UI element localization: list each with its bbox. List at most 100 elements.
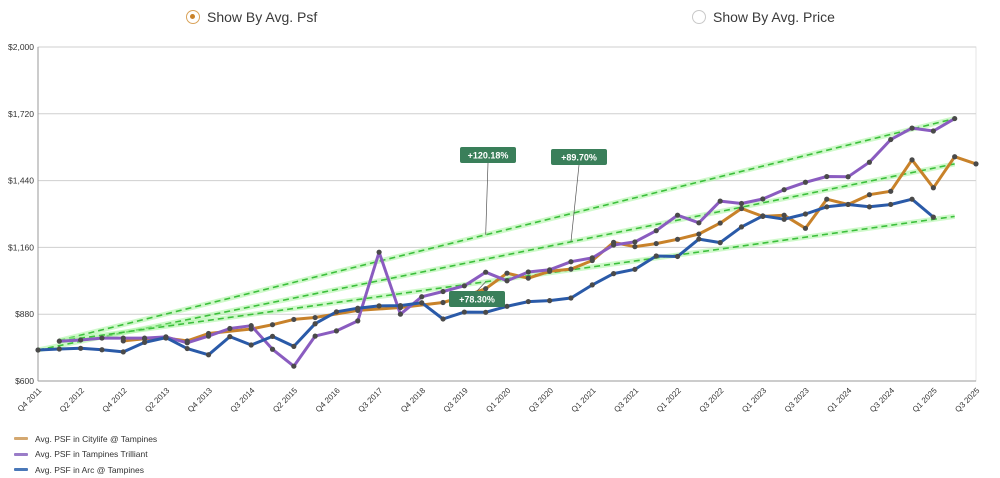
x-tick-label: Q1 2024 xyxy=(825,386,853,414)
x-tick-label: Q3 2017 xyxy=(356,386,384,414)
view-toggle: Show By Avg. Psf Show By Avg. Price xyxy=(0,0,1000,36)
data-point xyxy=(78,337,84,343)
data-point xyxy=(461,283,467,289)
legend-item-arc[interactable]: Avg. PSF in Arc @ Tampines xyxy=(14,462,157,478)
data-point xyxy=(56,346,62,352)
data-point xyxy=(674,212,681,218)
data-point xyxy=(227,334,233,340)
data-point xyxy=(696,236,702,242)
annotation-badge xyxy=(460,147,516,163)
data-point xyxy=(397,311,404,317)
trendline xyxy=(37,163,955,351)
annotation-leader xyxy=(476,281,486,292)
data-point xyxy=(184,345,190,352)
x-tick-label: Q4 2016 xyxy=(314,386,342,414)
data-point xyxy=(525,275,531,281)
annotation-label: +120.18% xyxy=(468,151,509,161)
data-point xyxy=(355,318,361,324)
x-tick-label: Q2 2012 xyxy=(58,386,86,414)
data-point xyxy=(888,201,894,208)
show-by-psf-radio[interactable]: Show By Avg. Psf xyxy=(186,9,317,25)
data-point xyxy=(141,339,148,345)
x-tick-label: Q1 2021 xyxy=(570,386,598,414)
x-tick-label: Q4 2011 xyxy=(16,386,44,414)
data-point xyxy=(568,295,574,301)
legend-swatch-trilliant xyxy=(14,452,28,456)
legend-item-citylife[interactable]: Avg. PSF in Citylife @ Tampines xyxy=(14,431,157,447)
x-tick-label: Q3 2019 xyxy=(442,386,470,414)
data-point xyxy=(952,115,958,122)
data-point xyxy=(888,188,894,194)
data-point xyxy=(824,204,830,210)
data-point xyxy=(802,211,809,217)
data-point xyxy=(333,328,340,334)
y-tick-label: $1,440 xyxy=(8,176,34,186)
chart-legend: Avg. PSF in Citylife @ Tampines Avg. PSF… xyxy=(14,431,157,478)
data-point xyxy=(440,288,446,295)
data-point xyxy=(291,316,297,323)
legend-item-trilliant[interactable]: Avg. PSF in Tampines Trilliant xyxy=(14,447,157,463)
data-point xyxy=(653,228,659,234)
data-point xyxy=(802,179,809,185)
data-point xyxy=(120,335,126,341)
data-point xyxy=(973,161,979,167)
annotation-badge xyxy=(551,149,607,165)
plot-area xyxy=(37,46,977,382)
y-tick-label: $1,160 xyxy=(8,242,34,252)
trendline xyxy=(59,117,955,342)
x-tick-label: Q4 2013 xyxy=(186,386,214,414)
x-tick-label: Q3 2025 xyxy=(953,386,981,414)
data-point xyxy=(760,213,766,219)
data-point xyxy=(269,333,276,339)
annotation-label: +78.30% xyxy=(459,295,495,305)
data-point xyxy=(738,224,745,230)
legend-swatch-citylife xyxy=(14,437,28,441)
data-point xyxy=(738,205,745,212)
data-point xyxy=(120,349,126,355)
data-point xyxy=(547,298,553,304)
annotation-label: +89.70% xyxy=(561,153,597,163)
legend-label: Avg. PSF in Tampines Trilliant xyxy=(35,449,148,460)
data-point xyxy=(248,342,254,348)
data-point xyxy=(674,236,681,242)
data-point xyxy=(205,352,212,358)
data-point xyxy=(824,196,830,202)
data-point xyxy=(99,347,105,353)
data-point xyxy=(696,231,702,237)
data-point xyxy=(440,316,446,322)
legend-label: Avg. PSF in Citylife @ Tampines xyxy=(35,433,158,444)
data-point xyxy=(419,300,425,306)
data-point xyxy=(440,299,446,306)
data-point xyxy=(760,196,766,202)
data-point xyxy=(483,269,489,275)
x-tick-label: Q2 2015 xyxy=(271,386,299,414)
x-tick-label: Q3 2021 xyxy=(612,386,640,414)
y-tick-label: $880 xyxy=(15,309,34,319)
data-point xyxy=(653,240,659,247)
x-tick-label: Q3 2022 xyxy=(698,386,726,414)
data-point xyxy=(141,335,148,341)
data-point xyxy=(632,244,638,250)
data-point xyxy=(653,253,659,259)
annotation-leader xyxy=(570,164,580,242)
data-point xyxy=(568,266,574,272)
data-point xyxy=(717,198,723,204)
data-point xyxy=(504,270,510,276)
show-by-price-radio[interactable]: Show By Avg. Price xyxy=(692,9,835,25)
series-line xyxy=(37,197,935,357)
data-point xyxy=(632,266,638,272)
x-tick-label: Q1 2025 xyxy=(911,386,939,414)
data-point xyxy=(589,282,595,288)
data-point xyxy=(802,225,809,231)
data-point xyxy=(376,303,382,309)
data-point xyxy=(483,286,489,292)
data-point xyxy=(781,187,787,193)
data-point xyxy=(930,128,936,134)
data-point xyxy=(717,240,723,246)
data-point xyxy=(845,201,851,208)
data-point xyxy=(589,255,595,261)
x-tick-label: Q3 2023 xyxy=(783,386,811,414)
data-point xyxy=(866,204,873,210)
data-point xyxy=(376,249,382,255)
data-point xyxy=(909,125,915,131)
